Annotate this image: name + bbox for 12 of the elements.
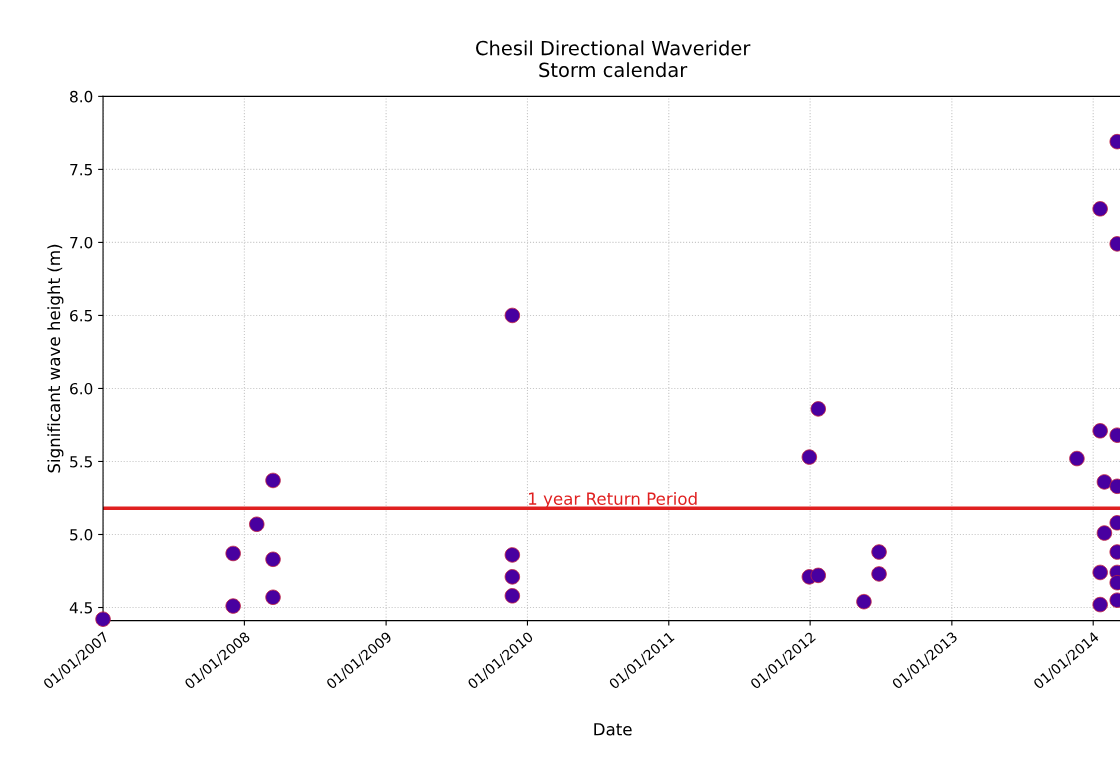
y-tick-label: 4.5	[69, 602, 92, 614]
y-tick-label: 6.0	[70, 382, 93, 395]
y-tick-label: 7.5	[70, 164, 92, 176]
y-axis-title: Significant wave height (m)	[47, 244, 64, 473]
x-axis-title: Date	[594, 723, 632, 736]
chart-title: Chesil Directional Waverider Storm calendar	[476, 40, 751, 78]
y-tick-label: 5.5	[70, 456, 92, 468]
y-tick-label: 8.0	[70, 90, 93, 103]
y-tick-label: 5.0	[70, 528, 93, 541]
y-tick-label: 7.0	[70, 236, 93, 249]
ref-line-label: 1 year Return Period	[529, 492, 697, 509]
y-tick-label: 6.5	[70, 309, 92, 322]
